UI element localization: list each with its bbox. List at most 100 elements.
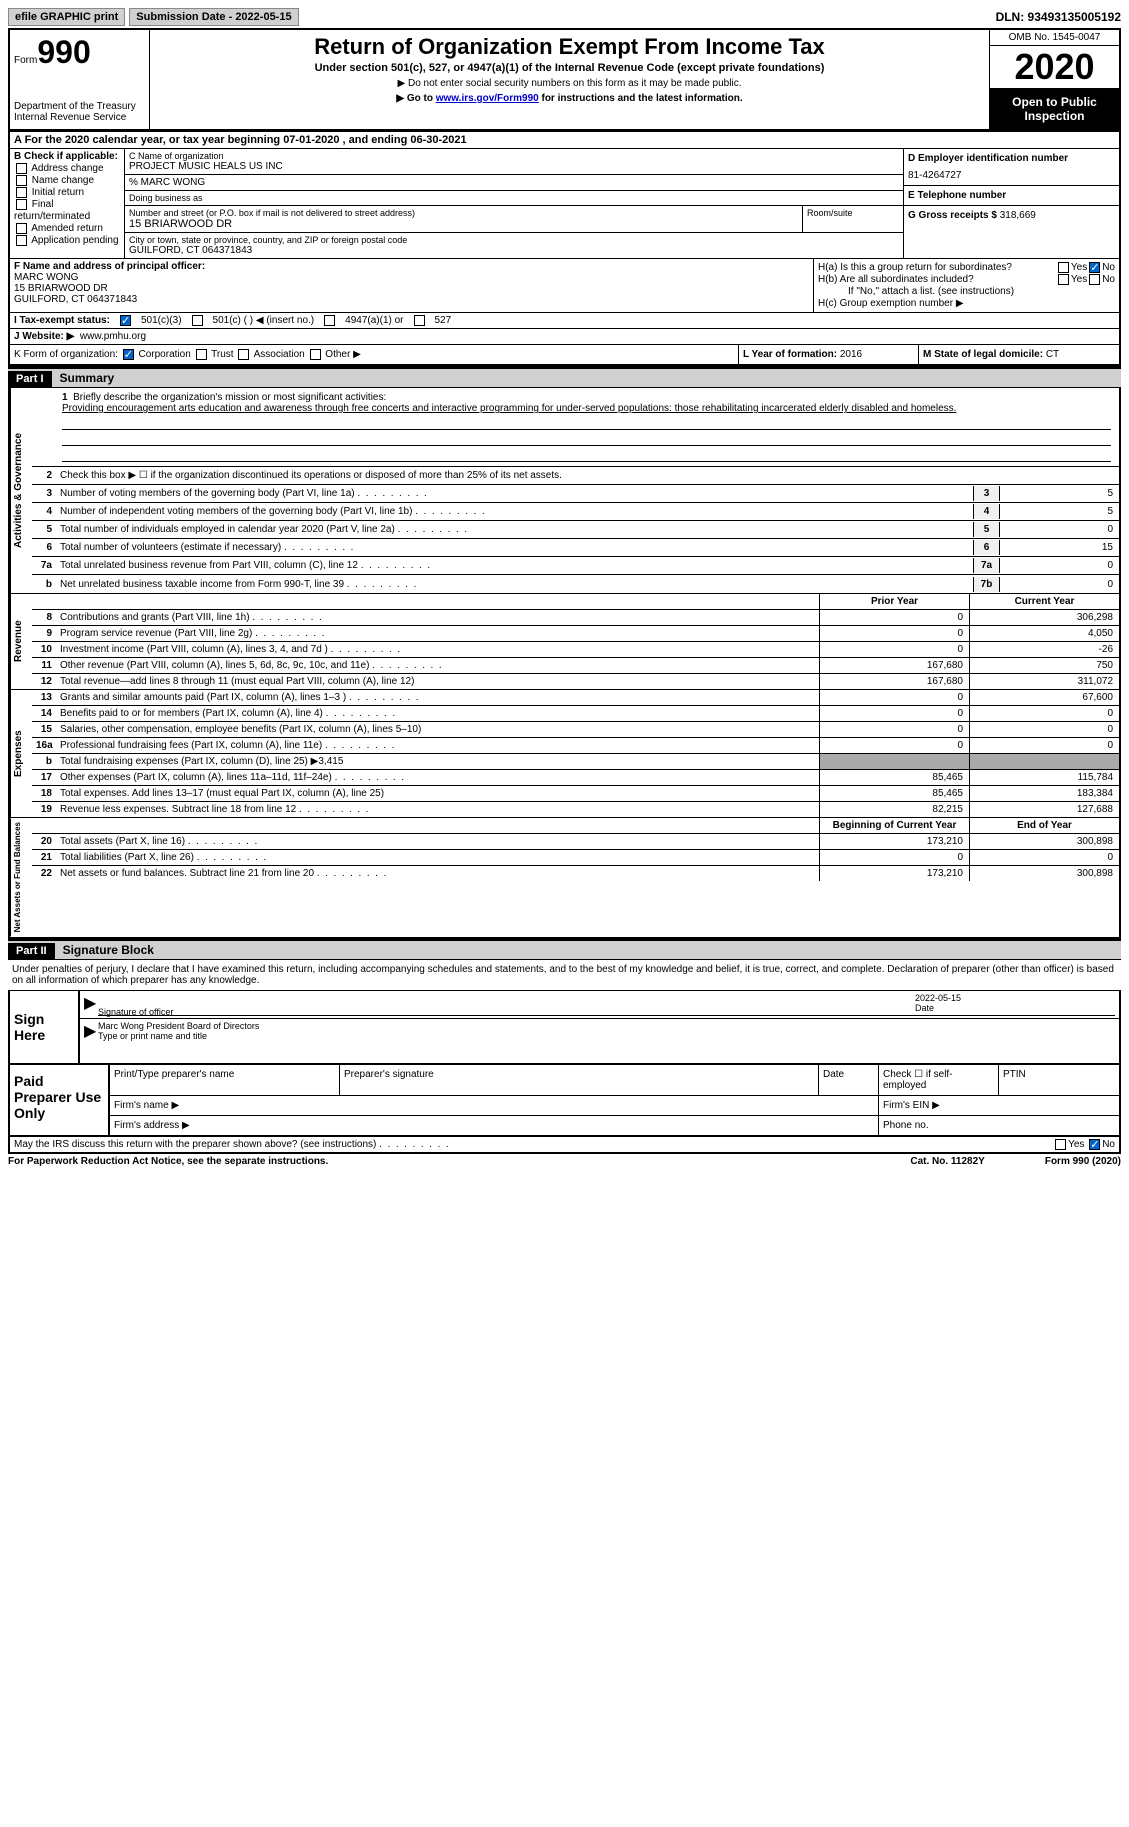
irs-yes[interactable] <box>1055 1139 1066 1150</box>
l8-curr: 306,298 <box>969 610 1119 625</box>
tax-year: 2020 <box>990 46 1119 89</box>
paid-preparer-label: Paid Preparer Use Only <box>10 1065 110 1135</box>
chk-initial[interactable] <box>16 187 27 198</box>
l3-val: 5 <box>999 486 1119 501</box>
chk-address[interactable] <box>16 163 27 174</box>
form-subtitle: Under section 501(c), 527, or 4947(a)(1)… <box>154 62 985 74</box>
revenue-label: Revenue <box>10 594 32 689</box>
l7a-val: 0 <box>999 558 1119 573</box>
chk-amended[interactable] <box>16 223 27 234</box>
l12-prior: 167,680 <box>819 674 969 689</box>
l10-curr: -26 <box>969 642 1119 657</box>
l12-curr: 311,072 <box>969 674 1119 689</box>
chk-name[interactable] <box>16 175 27 186</box>
form-of-org: K Form of organization: Corporation Trus… <box>10 345 739 364</box>
l19-prior: 82,215 <box>819 802 969 817</box>
chk-corp[interactable] <box>123 349 134 360</box>
l6-val: 15 <box>999 540 1119 555</box>
l11-curr: 750 <box>969 658 1119 673</box>
section-h: H(a) Is this a group return for subordin… <box>814 259 1119 312</box>
department: Department of the Treasury Internal Reve… <box>14 101 145 123</box>
l17-prior: 85,465 <box>819 770 969 785</box>
part1-header: Part ISummary <box>8 367 1121 388</box>
ein: 81-4264727 <box>908 170 1115 181</box>
care-of: % MARC WONG <box>125 175 903 191</box>
efile-print-button[interactable]: efile GRAPHIC print <box>8 8 125 26</box>
expenses-label: Expenses <box>10 690 32 817</box>
l13-prior: 0 <box>819 690 969 705</box>
year-formation: L Year of formation: 2016 <box>739 345 919 364</box>
hb-yes[interactable] <box>1058 274 1069 285</box>
netassets-label: Net Assets or Fund Balances <box>10 818 32 936</box>
ha-no[interactable] <box>1089 262 1100 273</box>
sig-date: 2022-05-15 <box>915 993 1115 1003</box>
signature-intro: Under penalties of perjury, I declare th… <box>8 960 1121 991</box>
l10-prior: 0 <box>819 642 969 657</box>
part2-header: Part IISignature Block <box>8 939 1121 960</box>
chk-trust[interactable] <box>196 349 207 360</box>
chk-4947[interactable] <box>324 315 335 326</box>
chk-final[interactable] <box>16 199 27 210</box>
l16a-prior: 0 <box>819 738 969 753</box>
state-domicile: M State of legal domicile: CT <box>919 345 1119 364</box>
irs-link[interactable]: www.irs.gov/Form990 <box>436 93 539 104</box>
l18-prior: 85,465 <box>819 786 969 801</box>
chk-501c[interactable] <box>192 315 203 326</box>
chk-application[interactable] <box>16 235 27 246</box>
form-note2: ▶ Go to www.irs.gov/Form990 for instruct… <box>154 93 985 104</box>
hb-no[interactable] <box>1089 274 1100 285</box>
l18-curr: 183,384 <box>969 786 1119 801</box>
section-c: C Name of organizationPROJECT MUSIC HEAL… <box>125 149 904 258</box>
l7b-val: 0 <box>999 577 1119 592</box>
open-public: Open to Public Inspection <box>990 89 1119 129</box>
website-row: J Website: ▶ www.pmhu.org <box>8 329 1121 345</box>
irs-no[interactable] <box>1089 1139 1100 1150</box>
irs-discuss-row: May the IRS discuss this return with the… <box>8 1137 1121 1154</box>
chk-other[interactable] <box>310 349 321 360</box>
chk-527[interactable] <box>414 315 425 326</box>
governance-label: Activities & Governance <box>10 388 32 593</box>
l17-curr: 115,784 <box>969 770 1119 785</box>
l19-curr: 127,688 <box>969 802 1119 817</box>
section-de: D Employer identification number81-42647… <box>904 149 1119 258</box>
l5-val: 0 <box>999 522 1119 537</box>
l22-curr: 300,898 <box>969 866 1119 881</box>
ha-yes[interactable] <box>1058 262 1069 273</box>
footer: For Paperwork Reduction Act Notice, see … <box>8 1156 1121 1167</box>
chk-501c3[interactable] <box>120 315 131 326</box>
submission-date: Submission Date - 2022-05-15 <box>129 8 298 26</box>
l15-curr: 0 <box>969 722 1119 737</box>
l21-prior: 0 <box>819 850 969 865</box>
section-b: B Check if applicable: Address change Na… <box>10 149 125 258</box>
section-f: F Name and address of principal officer:… <box>10 259 814 312</box>
website: www.pmhu.org <box>80 331 146 342</box>
gross-receipts: 318,669 <box>1000 210 1036 221</box>
l14-curr: 0 <box>969 706 1119 721</box>
l16a-curr: 0 <box>969 738 1119 753</box>
l13-curr: 67,600 <box>969 690 1119 705</box>
period-row: A For the 2020 calendar year, or tax yea… <box>8 132 1121 149</box>
l14-prior: 0 <box>819 706 969 721</box>
org-address: 15 BRIARWOOD DR <box>129 218 798 230</box>
l9-curr: 4,050 <box>969 626 1119 641</box>
form-label: Form <box>14 55 37 66</box>
officer-name: Marc Wong President Board of Directors <box>98 1021 1115 1031</box>
form-title: Return of Organization Exempt From Incom… <box>154 34 985 60</box>
l9-prior: 0 <box>819 626 969 641</box>
org-name: PROJECT MUSIC HEALS US INC <box>129 161 899 172</box>
chk-assoc[interactable] <box>238 349 249 360</box>
l22-prior: 173,210 <box>819 866 969 881</box>
tax-exempt-status: I Tax-exempt status: 501(c)(3) 501(c) ( … <box>8 313 1121 329</box>
mission-text: Providing encouragement arts education a… <box>62 403 956 414</box>
l4-val: 5 <box>999 504 1119 519</box>
l20-prior: 173,210 <box>819 834 969 849</box>
l21-curr: 0 <box>969 850 1119 865</box>
form-number: 990 <box>37 34 90 70</box>
l8-prior: 0 <box>819 610 969 625</box>
l20-curr: 300,898 <box>969 834 1119 849</box>
omb-number: OMB No. 1545-0047 <box>990 30 1119 46</box>
org-city: GUILFORD, CT 064371843 <box>129 245 899 256</box>
l11-prior: 167,680 <box>819 658 969 673</box>
sign-here-label: Sign Here <box>10 991 80 1063</box>
dln: DLN: 93493135005192 <box>996 10 1121 24</box>
